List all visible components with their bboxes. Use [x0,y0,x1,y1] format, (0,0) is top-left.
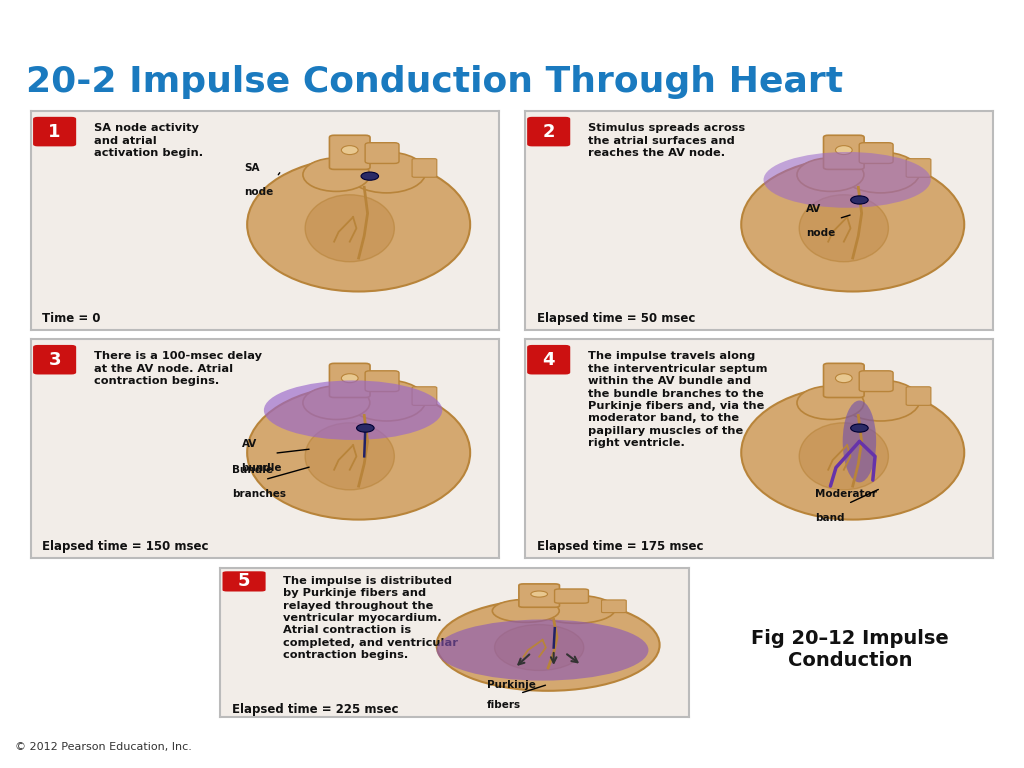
Ellipse shape [303,386,370,419]
Ellipse shape [537,595,615,624]
Text: Moderator: Moderator [815,489,878,499]
Circle shape [851,196,868,204]
Ellipse shape [836,146,852,154]
Text: Elapsed time = 225 msec: Elapsed time = 225 msec [231,703,398,716]
Text: 1: 1 [48,123,60,141]
FancyBboxPatch shape [859,143,893,164]
Text: fibers: fibers [487,700,521,710]
FancyBboxPatch shape [33,117,76,147]
Ellipse shape [764,152,931,208]
Text: 20-2 Impulse Conduction Through Heart: 20-2 Impulse Conduction Through Heart [26,65,843,99]
Text: 3: 3 [48,351,60,369]
FancyBboxPatch shape [366,143,399,164]
Text: © 2012 Pearson Education, Inc.: © 2012 Pearson Education, Inc. [15,742,193,752]
Ellipse shape [247,386,470,520]
Ellipse shape [842,152,920,193]
FancyBboxPatch shape [823,135,864,170]
Text: SA node activity
and atrial
activation begin.: SA node activity and atrial activation b… [94,124,203,158]
Text: Fig 20–12 Impulse
Conduction: Fig 20–12 Impulse Conduction [751,630,949,670]
Ellipse shape [436,599,659,690]
FancyBboxPatch shape [906,159,931,177]
Text: Elapsed time = 175 msec: Elapsed time = 175 msec [537,540,703,553]
Ellipse shape [741,157,965,292]
Ellipse shape [264,380,442,440]
FancyBboxPatch shape [330,135,370,170]
FancyBboxPatch shape [412,159,437,177]
Text: Elapsed time = 50 msec: Elapsed time = 50 msec [537,312,695,325]
Text: Stimulus spreads across
the atrial surfaces and
reaches the AV node.: Stimulus spreads across the atrial surfa… [588,124,745,158]
Circle shape [361,172,379,180]
Ellipse shape [303,158,370,191]
Text: branches: branches [232,489,286,499]
Text: Elapsed time = 150 msec: Elapsed time = 150 msec [42,540,209,553]
Text: AV: AV [806,204,821,214]
Text: band: band [815,514,845,524]
Ellipse shape [799,195,889,262]
FancyBboxPatch shape [555,589,589,603]
Circle shape [356,424,374,432]
Ellipse shape [436,620,648,680]
Ellipse shape [799,423,889,490]
Ellipse shape [843,401,877,482]
FancyBboxPatch shape [366,371,399,392]
Ellipse shape [530,591,548,597]
FancyBboxPatch shape [222,571,265,591]
Text: There is a 100-msec delay
at the AV node. Atrial
contraction begins.: There is a 100-msec delay at the AV node… [94,352,262,386]
Text: SA: SA [244,163,259,173]
Text: AV: AV [242,439,257,449]
FancyBboxPatch shape [527,117,570,147]
Ellipse shape [305,423,394,490]
Ellipse shape [842,380,920,421]
Circle shape [851,424,868,432]
FancyBboxPatch shape [527,345,570,375]
FancyBboxPatch shape [601,600,627,613]
Text: Purkinje: Purkinje [487,680,537,690]
FancyBboxPatch shape [412,387,437,406]
FancyBboxPatch shape [33,345,76,375]
Ellipse shape [797,158,864,191]
Ellipse shape [347,152,426,193]
Text: bundle: bundle [242,463,282,473]
Text: node: node [244,187,273,197]
Ellipse shape [347,380,426,421]
Text: Bundle: Bundle [232,465,273,475]
Text: Time = 0: Time = 0 [42,312,101,325]
Ellipse shape [836,374,852,382]
FancyBboxPatch shape [859,371,893,392]
Text: 4: 4 [543,351,555,369]
Ellipse shape [493,599,559,622]
FancyBboxPatch shape [906,387,931,406]
Ellipse shape [741,386,965,520]
FancyBboxPatch shape [823,363,864,398]
Ellipse shape [341,374,358,382]
Ellipse shape [797,386,864,419]
Text: The impulse travels along
the interventricular septum
within the AV bundle and
t: The impulse travels along the interventr… [588,352,768,449]
Text: 5: 5 [238,572,250,591]
Ellipse shape [495,624,584,670]
Ellipse shape [341,146,358,154]
Ellipse shape [305,195,394,262]
Text: The impulse is distributed
by Purkinje fibers and
relayed throughout the
ventric: The impulse is distributed by Purkinje f… [284,576,459,660]
FancyBboxPatch shape [519,584,559,607]
Ellipse shape [247,157,470,292]
Text: node: node [806,228,836,238]
FancyBboxPatch shape [330,363,370,398]
Text: 2: 2 [543,123,555,141]
